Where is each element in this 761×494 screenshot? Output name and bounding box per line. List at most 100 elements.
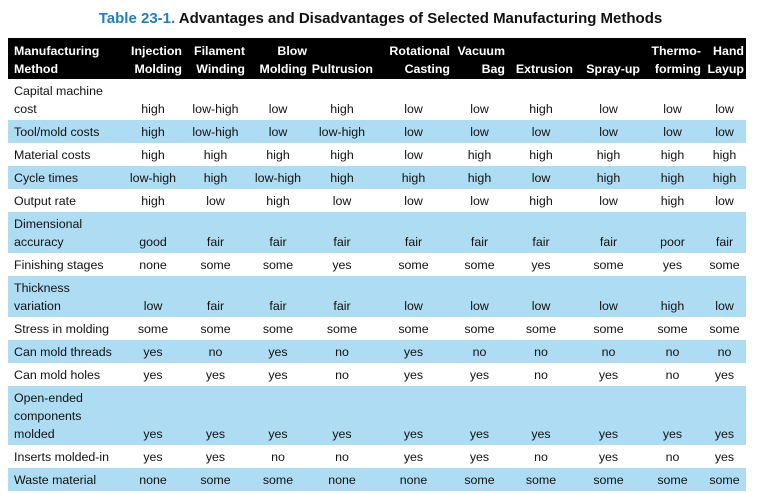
table-cell: no	[309, 445, 375, 468]
table-cell: yes	[247, 363, 309, 386]
table-cell: yes	[375, 340, 452, 363]
table-cell: poor	[642, 212, 703, 253]
table-cell: yes	[452, 386, 507, 445]
table-cell: high	[122, 120, 184, 143]
row-label: Capital machine cost	[8, 79, 122, 120]
table-cell: high	[575, 143, 642, 166]
row-label: Dimensional accuracy	[8, 212, 122, 253]
table-cell: low	[184, 189, 247, 212]
table-cell: some	[122, 317, 184, 340]
table-cell: no	[642, 340, 703, 363]
table-cell: high	[507, 79, 575, 120]
table-cell: yes	[703, 363, 746, 386]
table-cell: some	[184, 253, 247, 276]
table-cell: none	[122, 253, 184, 276]
table-cell: some	[575, 317, 642, 340]
table-cell: no	[703, 340, 746, 363]
table-cell: some	[703, 468, 746, 491]
row-label: Can mold threads	[8, 340, 122, 363]
table-cell: some	[642, 317, 703, 340]
table-title-text: Advantages and Disadvantages of Selected…	[178, 10, 663, 27]
column-header: Rotational Casting	[375, 38, 452, 79]
table-cell: high	[184, 143, 247, 166]
table-cell: yes	[247, 340, 309, 363]
table-cell: yes	[122, 340, 184, 363]
table-cell: high	[184, 166, 247, 189]
table-cell: yes	[122, 386, 184, 445]
table-cell: yes	[247, 386, 309, 445]
table-row: Output rate high low high low low low high low hi…	[8, 189, 746, 212]
table-cell: some	[247, 253, 309, 276]
table-cell: none	[309, 468, 375, 491]
table-cell: low	[452, 79, 507, 120]
table-cell: low	[247, 79, 309, 120]
table-cell: low	[575, 276, 642, 317]
table-cell: no	[507, 445, 575, 468]
column-header: Hand Layup	[703, 38, 746, 79]
table-row: Inserts molded-in yes yes no no yes yes no yes no…	[8, 445, 746, 468]
table-cell: low	[642, 79, 703, 120]
table-cell: yes	[507, 253, 575, 276]
table-cell: no	[452, 340, 507, 363]
table-cell: low	[575, 120, 642, 143]
table-cell: yes	[642, 386, 703, 445]
table-cell: low-high	[122, 166, 184, 189]
table-cell: high	[642, 143, 703, 166]
table-cell: low	[309, 189, 375, 212]
table-cell: some	[247, 468, 309, 491]
table-cell: fair	[309, 212, 375, 253]
table-cell: no	[642, 363, 703, 386]
table-cell: some	[575, 468, 642, 491]
table-cell: yes	[575, 445, 642, 468]
table-cell: high	[309, 79, 375, 120]
table-cell: fair	[184, 212, 247, 253]
table-cell: high	[507, 189, 575, 212]
table-cell: low	[507, 120, 575, 143]
table-cell: low-high	[309, 120, 375, 143]
table-cell: yes	[575, 363, 642, 386]
table-row: Material costs high high high high low high hig…	[8, 143, 746, 166]
table-cell: some	[184, 317, 247, 340]
table-cell: some	[452, 317, 507, 340]
table-row: Waste material none some some none none some so…	[8, 468, 746, 491]
table-cell: some	[703, 317, 746, 340]
row-label: Stress in molding	[8, 317, 122, 340]
column-header: Injection Molding	[122, 38, 184, 79]
table-cell: high	[642, 276, 703, 317]
table-cell: low-high	[184, 79, 247, 120]
table-cell: no	[309, 363, 375, 386]
table-cell: high	[309, 143, 375, 166]
table-cell: some	[507, 317, 575, 340]
header-row: Manufacturing Method Injection Molding Fil…	[8, 38, 746, 79]
table-cell: low	[507, 166, 575, 189]
table-cell: low	[575, 79, 642, 120]
table-cell: some	[703, 253, 746, 276]
table-cell: some	[575, 253, 642, 276]
table-cell: high	[703, 166, 746, 189]
table-cell: some	[309, 317, 375, 340]
table-row: Tool/mold costs high low-high low low-high lo…	[8, 120, 746, 143]
row-label: Open-ended components molded	[8, 386, 122, 445]
table-row: Cycle times low-high high low-high high high h…	[8, 166, 746, 189]
table-cell: low-high	[247, 166, 309, 189]
table-cell: some	[507, 468, 575, 491]
table-cell: low	[703, 120, 746, 143]
table-cell: yes	[184, 445, 247, 468]
table-cell: some	[375, 253, 452, 276]
table-cell: some	[452, 468, 507, 491]
row-label: Output rate	[8, 189, 122, 212]
table-cell: yes	[184, 386, 247, 445]
table-cell: high	[452, 166, 507, 189]
column-header: Pultrusion	[309, 38, 375, 79]
table-cell: good	[122, 212, 184, 253]
table-cell: yes	[309, 253, 375, 276]
table-cell: yes	[184, 363, 247, 386]
table-cell: high	[642, 166, 703, 189]
table-cell: low	[375, 189, 452, 212]
table-cell: low	[452, 120, 507, 143]
row-label: Tool/mold costs	[8, 120, 122, 143]
table-cell: fair	[375, 212, 452, 253]
row-label: Thickness variation	[8, 276, 122, 317]
row-label: Inserts molded-in	[8, 445, 122, 468]
